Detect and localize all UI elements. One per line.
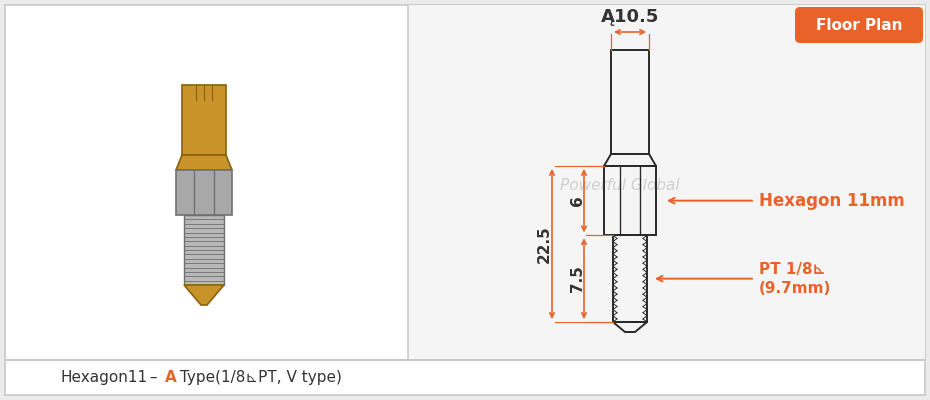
Text: Ą10.5: Ą10.5 (601, 8, 659, 26)
Bar (604, 166, 656, 235)
Text: 22.5: 22.5 (537, 225, 551, 263)
Text: 6: 6 (569, 195, 584, 206)
Text: 7.5: 7.5 (569, 265, 584, 292)
Bar (176, 170, 232, 215)
Text: PT 1/8⊾: PT 1/8⊾ (759, 262, 826, 277)
Text: Hexagon11: Hexagon11 (60, 370, 147, 385)
Bar (408, 5, 925, 360)
Bar (184, 215, 224, 285)
Polygon shape (184, 285, 224, 305)
Text: Floor Plan: Floor Plan (816, 18, 902, 32)
Bar (611, 50, 649, 154)
Bar (5, 5, 925, 360)
Polygon shape (176, 155, 232, 170)
Text: Hexagon 11mm: Hexagon 11mm (759, 192, 905, 210)
Bar (182, 85, 226, 155)
Text: A: A (165, 370, 177, 385)
Text: –: – (145, 370, 163, 385)
Text: (9.7mm): (9.7mm) (759, 281, 831, 296)
Text: Powerful Global: Powerful Global (560, 178, 680, 192)
Text: Type(1/8⊾PT, V type): Type(1/8⊾PT, V type) (175, 370, 342, 385)
Bar (5, 360, 925, 395)
FancyBboxPatch shape (795, 7, 923, 43)
